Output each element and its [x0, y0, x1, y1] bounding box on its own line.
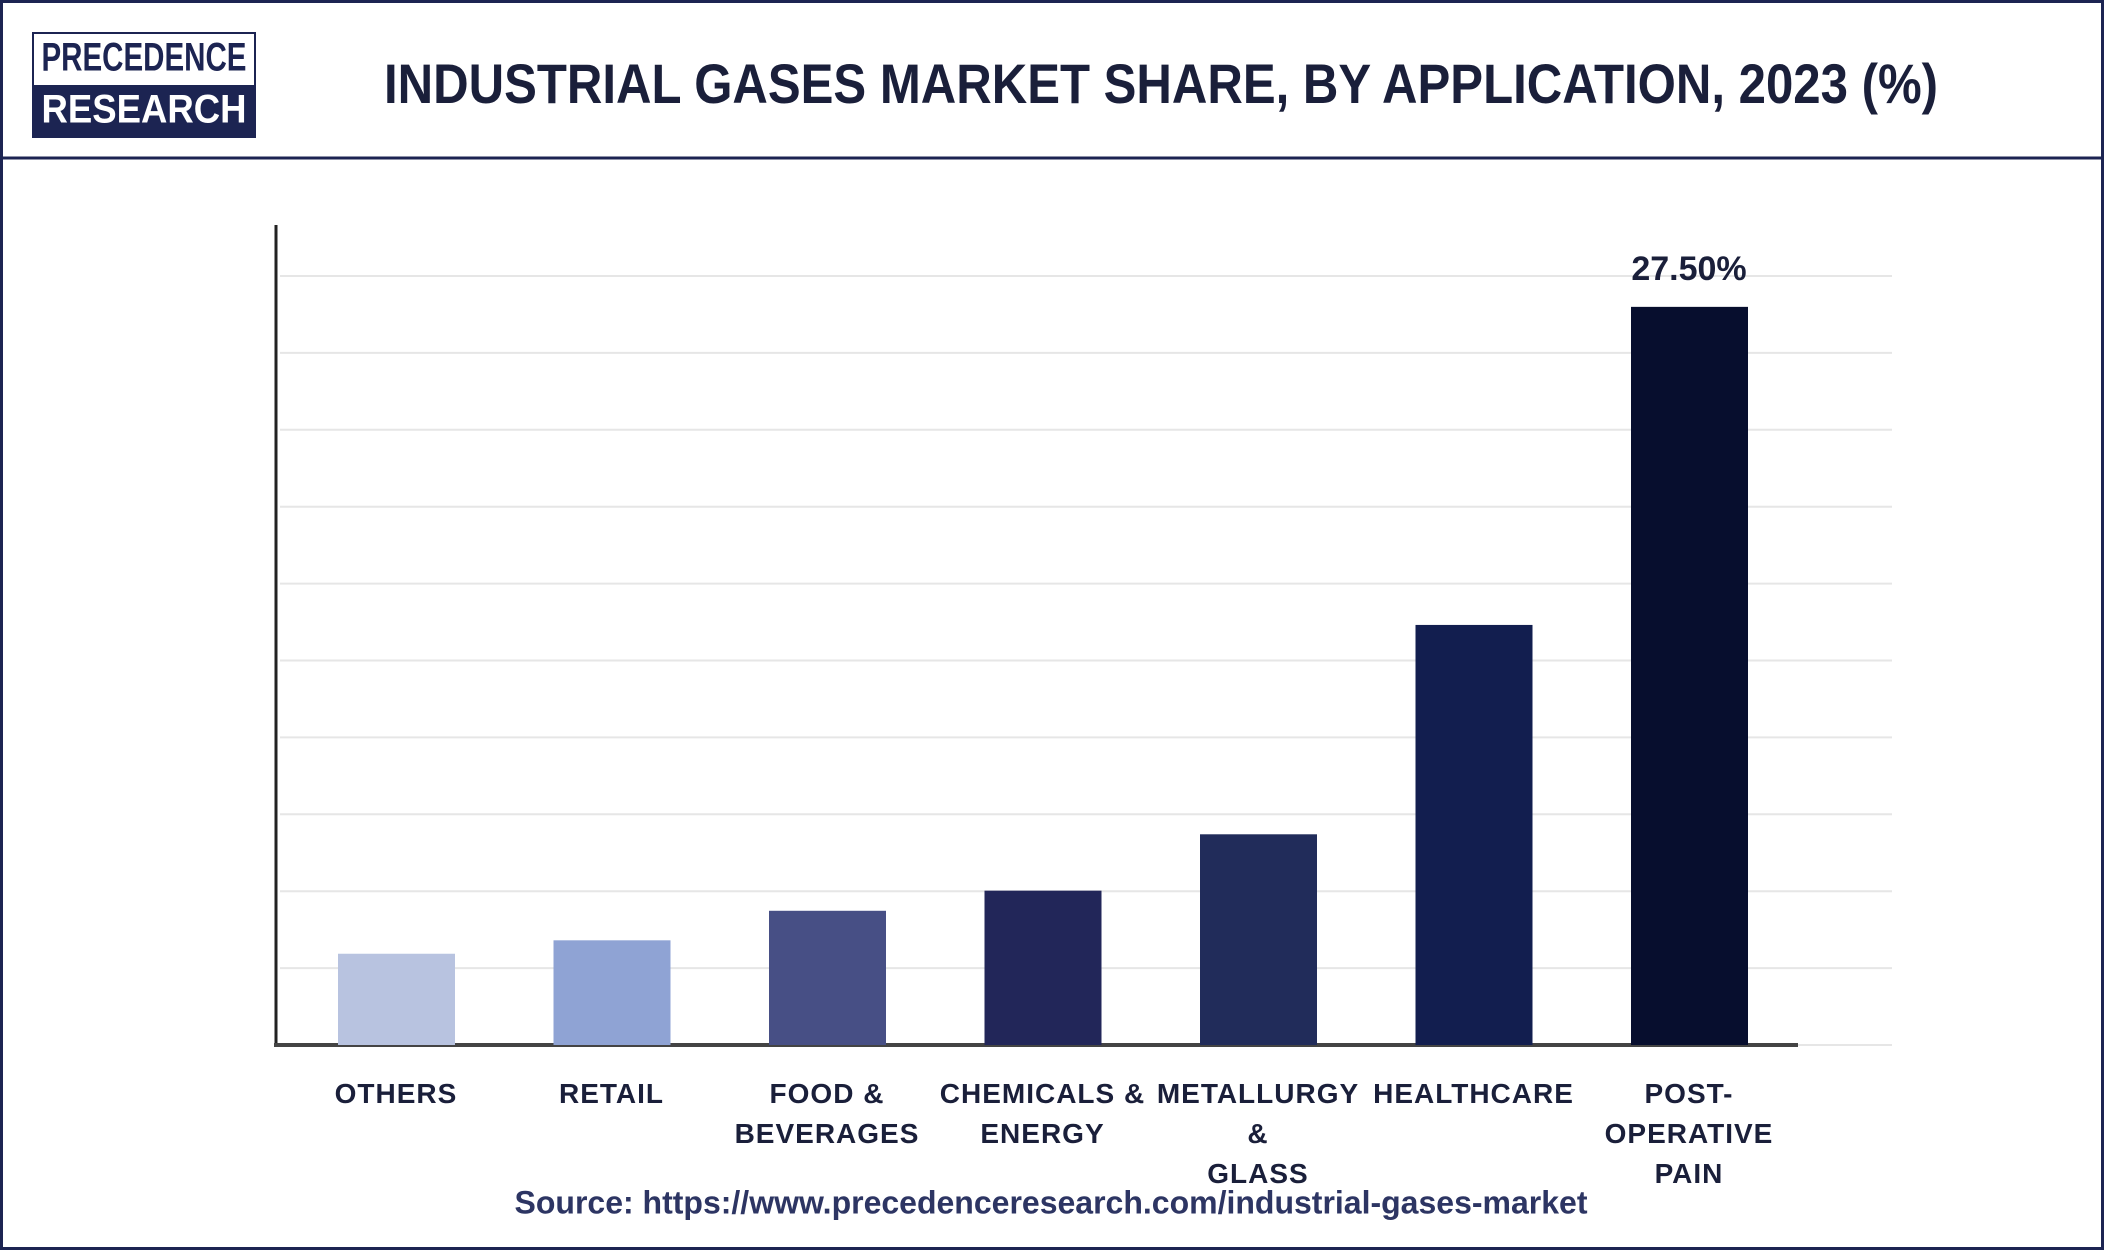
bar — [1631, 306, 1748, 1045]
chart-title: INDUSTRIAL GASES MARKET SHARE, BY APPLIC… — [384, 52, 1938, 115]
bar — [984, 890, 1102, 1045]
logo-bottom: RESEARCH — [42, 88, 247, 132]
x-tick-label: HEALTHCARE — [1373, 1078, 1574, 1109]
x-tick-label: RETAIL — [558, 1078, 665, 1109]
source: Source: https://www.precedenceresearch.c… — [515, 1184, 1588, 1220]
value-label: 27.50% — [1631, 250, 1746, 288]
x-tick-label: OTHERS — [334, 1078, 458, 1109]
x-tick-label: METALLURGY & GLASS — [1156, 1078, 1360, 1189]
x-tick-label: POST-OPERATIVE PAIN — [1604, 1078, 1774, 1189]
x-tick-label: FOOD & BEVERAGES — [734, 1078, 920, 1149]
logo-band — [33, 85, 255, 137]
bar — [338, 953, 455, 1045]
bar — [1200, 834, 1317, 1045]
bar — [1415, 624, 1533, 1045]
bar — [769, 910, 886, 1045]
x-tick-label: CHEMICALS & ENERGY — [939, 1078, 1146, 1149]
bar — [553, 940, 671, 1045]
logo-top: PRECEDENCE — [42, 36, 247, 80]
